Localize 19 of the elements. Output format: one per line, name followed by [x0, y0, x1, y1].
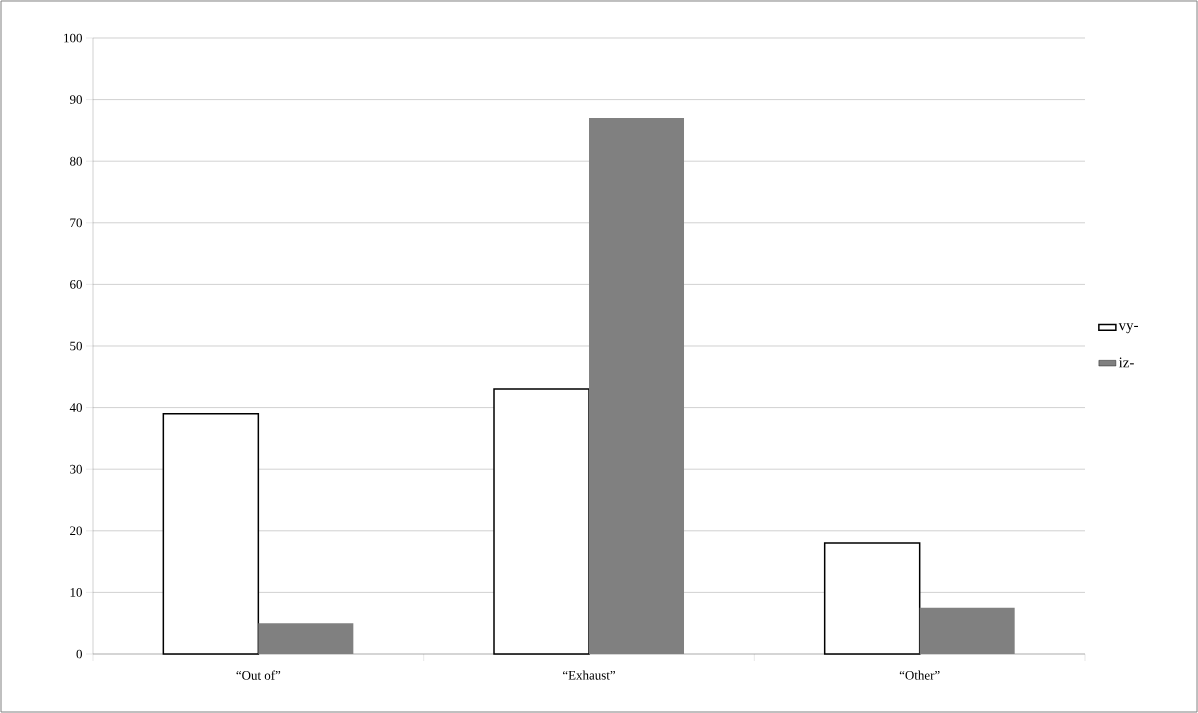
x-tick-label: “Out of” — [236, 670, 281, 680]
y-tick-label: 30 — [70, 464, 82, 474]
y-tick-label: 80 — [70, 156, 82, 166]
bar — [823, 542, 921, 655]
x-tick-label: “Other” — [899, 670, 940, 680]
legend-label: vy- — [1118, 323, 1138, 334]
y-tick-label: 10 — [70, 588, 82, 597]
y-tick-label: 40 — [69, 403, 82, 412]
x-tick-label: “Exhaust” — [563, 670, 615, 680]
bar — [162, 413, 260, 655]
y-tick-label: 90 — [69, 95, 82, 104]
y-tick-label: 50 — [70, 341, 82, 351]
y-tick-label: 100 — [64, 33, 82, 43]
legend-label: iz- — [1118, 357, 1134, 368]
y-tick-label: 20 — [70, 526, 82, 536]
y-tick-label: 60 — [70, 280, 82, 289]
y-tick-label: 70 — [70, 218, 82, 228]
bar — [493, 388, 590, 655]
y-tick-label: 0 — [76, 649, 82, 659]
